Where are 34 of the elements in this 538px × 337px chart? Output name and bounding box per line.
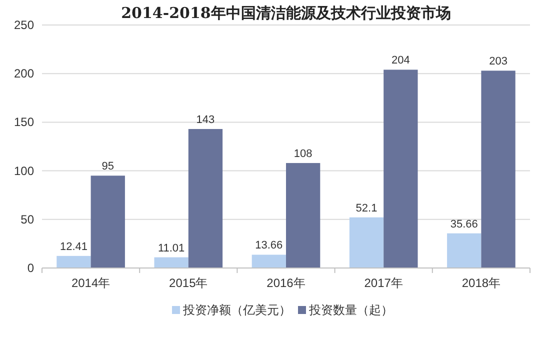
x-tick-label: 2014年 [71,276,110,290]
bar [56,256,91,268]
x-tick-label: 2015年 [169,276,208,290]
data-label: 52.1 [356,202,378,214]
legend-label: 投资净额（亿美元） [182,303,291,317]
data-label: 143 [196,114,215,126]
legend-label: 投资数量（起） [308,303,393,317]
x-tick-label: 2017年 [364,276,403,290]
x-tick-label: 2018年 [462,276,501,290]
data-label: 11.01 [158,242,185,254]
bar [349,217,384,268]
bar [252,254,286,268]
data-label: 35.66 [450,218,478,230]
data-label: 13.66 [255,240,283,252]
chart-title: 2014-2018年中国清洁能源及技术行业投资市场 [121,4,451,22]
y-tick-label: 0 [27,261,34,275]
y-tick-label: 150 [14,115,34,130]
y-tick-label: 200 [14,66,34,81]
bar [481,70,516,268]
y-tick-label: 50 [20,212,34,226]
data-label: 203 [489,56,508,68]
x-tick-label: 2016年 [266,276,306,290]
data-label: 204 [392,54,410,67]
data-label: 12.41 [60,240,88,253]
y-tick-label: 100 [14,164,34,178]
bar [188,129,223,268]
bar [286,163,320,268]
data-label: 108 [294,148,312,160]
bar [90,176,125,268]
bar [154,257,188,268]
bar [447,233,482,268]
data-label: 95 [102,160,114,173]
y-tick-label: 250 [14,18,34,32]
bar [384,70,418,268]
